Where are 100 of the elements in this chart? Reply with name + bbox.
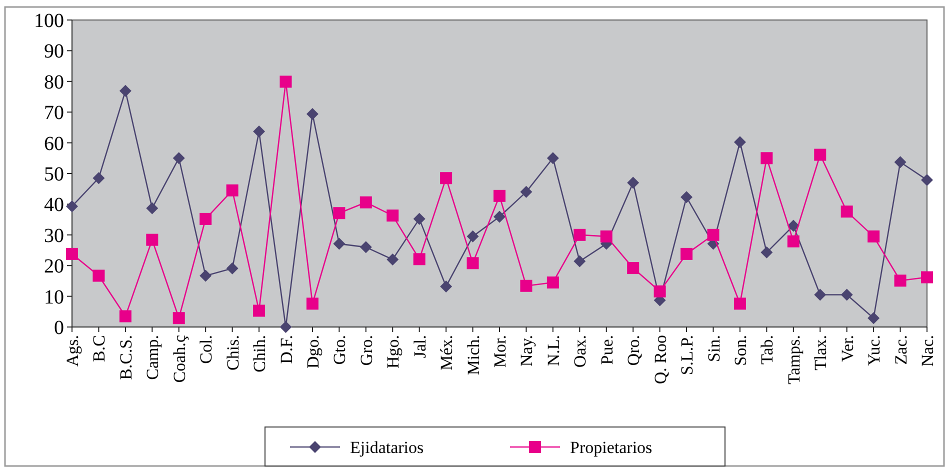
point: [172, 152, 185, 164]
y-tick-label: 90: [44, 40, 64, 63]
point: [894, 274, 906, 287]
point: [92, 270, 105, 282]
point: [360, 196, 372, 208]
legend-label: Ejidatarios: [350, 438, 424, 457]
point: [172, 312, 185, 324]
point: [333, 238, 346, 250]
y-tick-label: 80: [44, 71, 64, 94]
point: [119, 84, 132, 97]
point: [680, 248, 693, 260]
point: [787, 235, 800, 248]
point: [840, 288, 853, 301]
x-tick-label: Ags.: [63, 335, 82, 367]
point: [413, 253, 426, 266]
x-tick-label: Nay.: [517, 335, 536, 366]
x-tick-label: B.C: [90, 335, 109, 362]
point: [520, 280, 532, 292]
point: [66, 248, 78, 260]
y-tick-label: 40: [44, 194, 64, 216]
x-tick-label: Hgo.: [384, 335, 403, 369]
y-tick-label: 30: [44, 224, 64, 247]
x-tick-label: Q. Roo: [650, 335, 670, 384]
x-tick-label: Méx.: [437, 335, 456, 370]
x-tick-label: Tamps.: [784, 335, 804, 384]
point: [680, 191, 693, 204]
x-tick-label: Camp.: [143, 335, 162, 380]
point: [734, 298, 746, 310]
x-tick-label: Gro.: [356, 335, 376, 366]
point: [146, 202, 158, 214]
point: [600, 230, 612, 242]
point: [413, 212, 426, 225]
x-tick-label: Nac.: [918, 335, 937, 367]
point: [360, 241, 372, 254]
point: [627, 176, 640, 189]
point: [226, 184, 238, 196]
point: [92, 172, 105, 184]
y-tick-label: 70: [44, 102, 64, 124]
y-tick-label: 100: [34, 10, 64, 32]
x-tick-label: Mich.: [464, 335, 483, 376]
point: [520, 186, 532, 198]
point: [868, 312, 880, 324]
x-tick-label: B.C.S.: [116, 335, 136, 380]
y-tick-label: 10: [44, 286, 64, 308]
x-tick-label: Col.: [196, 335, 216, 364]
point: [546, 276, 559, 288]
point: [280, 321, 292, 333]
x-tick-label: Oax.: [570, 335, 590, 368]
point: [146, 234, 158, 246]
point: [306, 108, 318, 120]
point: [440, 280, 452, 292]
point: [280, 76, 292, 88]
x-tick-label: Tab.: [758, 335, 777, 364]
x-tick-label: Pue.: [597, 335, 616, 365]
x-tick-label: Gto.: [330, 335, 350, 365]
x-tick-label: Jal.: [410, 335, 430, 358]
y-tick-label: 50: [44, 164, 64, 186]
x-tick-label: Mor.: [490, 335, 510, 368]
point: [760, 152, 773, 164]
x-tick-label: Tlax.: [811, 335, 830, 370]
point: [253, 125, 266, 138]
point: [386, 253, 399, 266]
point: [921, 174, 933, 186]
point: [787, 220, 800, 232]
point: [66, 200, 78, 212]
point: [253, 304, 266, 317]
point: [466, 230, 479, 242]
point: [814, 148, 826, 161]
x-tick-label: Qro.: [624, 335, 644, 366]
point: [466, 257, 479, 270]
x-tick-label: Sin.: [704, 335, 724, 362]
point: [574, 228, 586, 241]
point: [226, 262, 238, 274]
point: [654, 285, 666, 298]
point: [814, 288, 826, 301]
point: [200, 212, 212, 225]
point: [734, 136, 746, 148]
point: [333, 207, 346, 220]
y-tick-label: 0: [54, 317, 64, 339]
point: [921, 271, 933, 284]
y-tick-label: 20: [44, 256, 64, 278]
point: [306, 298, 318, 310]
x-tick-label: Dgo.: [303, 335, 322, 369]
x-tick-label: Chis.: [223, 335, 242, 370]
point: [760, 246, 773, 258]
point: [574, 255, 586, 268]
x-tick-label: Yuc.: [864, 335, 884, 366]
point: [707, 228, 720, 241]
point: [494, 210, 506, 223]
point: [627, 262, 640, 274]
point: [546, 152, 559, 164]
point: [494, 190, 506, 202]
point: [894, 156, 906, 168]
x-tick-label: Ver.: [838, 335, 857, 362]
point: [200, 270, 212, 282]
x-tick-label: N.L.: [544, 335, 563, 366]
point: [440, 172, 452, 184]
point: [868, 230, 880, 242]
x-tick-label: Chih.: [250, 335, 270, 372]
x-tick-label: Coah.ç: [170, 334, 189, 383]
